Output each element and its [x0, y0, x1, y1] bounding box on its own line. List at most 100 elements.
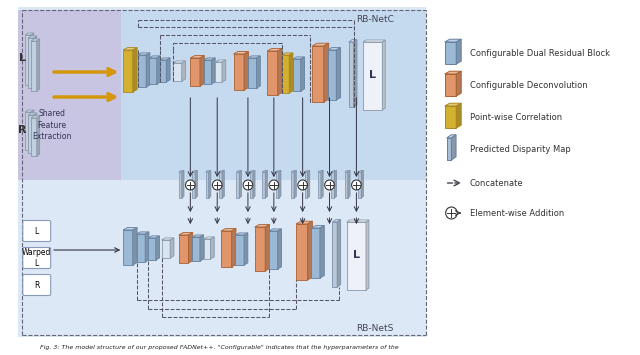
Polygon shape	[161, 238, 174, 240]
Bar	[17, 10, 121, 180]
Polygon shape	[204, 239, 211, 259]
Polygon shape	[123, 228, 137, 230]
Text: L: L	[353, 250, 360, 260]
Polygon shape	[445, 103, 461, 106]
Polygon shape	[132, 228, 137, 265]
Text: Warped
L: Warped L	[22, 248, 51, 268]
Polygon shape	[307, 170, 310, 198]
Polygon shape	[25, 33, 34, 35]
Polygon shape	[445, 42, 456, 64]
FancyBboxPatch shape	[23, 247, 51, 268]
Polygon shape	[138, 53, 150, 55]
Polygon shape	[148, 238, 156, 260]
Polygon shape	[332, 170, 337, 172]
Polygon shape	[204, 58, 215, 60]
Polygon shape	[361, 170, 364, 198]
Text: Configurable Deconvolution: Configurable Deconvolution	[470, 81, 588, 89]
Polygon shape	[456, 39, 461, 64]
Polygon shape	[363, 42, 382, 110]
Polygon shape	[278, 49, 282, 95]
Polygon shape	[265, 225, 269, 271]
Text: L: L	[35, 226, 39, 235]
Polygon shape	[173, 63, 182, 81]
Polygon shape	[200, 235, 204, 261]
Polygon shape	[445, 106, 456, 128]
Polygon shape	[145, 232, 149, 262]
Polygon shape	[28, 113, 36, 115]
Polygon shape	[25, 110, 34, 112]
Polygon shape	[192, 235, 204, 237]
Polygon shape	[296, 224, 307, 280]
Text: L: L	[19, 53, 26, 63]
Polygon shape	[291, 170, 296, 172]
Polygon shape	[358, 170, 364, 172]
Polygon shape	[192, 172, 195, 198]
Polygon shape	[269, 231, 278, 269]
Polygon shape	[248, 56, 260, 58]
Polygon shape	[31, 118, 36, 156]
Polygon shape	[347, 222, 366, 290]
Polygon shape	[31, 39, 40, 41]
Polygon shape	[149, 56, 161, 58]
Polygon shape	[445, 39, 461, 42]
Text: Configurable Dual Residual Block: Configurable Dual Residual Block	[470, 49, 610, 58]
Circle shape	[186, 180, 195, 190]
Polygon shape	[28, 36, 36, 38]
Polygon shape	[31, 116, 40, 118]
Polygon shape	[248, 58, 257, 88]
Polygon shape	[332, 172, 334, 198]
Polygon shape	[234, 51, 248, 54]
Polygon shape	[28, 115, 34, 153]
Polygon shape	[311, 228, 320, 278]
Polygon shape	[307, 221, 312, 280]
Polygon shape	[136, 234, 145, 262]
Polygon shape	[236, 235, 244, 265]
Polygon shape	[255, 227, 265, 271]
Polygon shape	[28, 38, 34, 88]
Polygon shape	[244, 51, 248, 90]
Polygon shape	[195, 170, 197, 198]
Polygon shape	[349, 40, 357, 42]
FancyBboxPatch shape	[23, 274, 51, 295]
Polygon shape	[222, 170, 224, 198]
Polygon shape	[269, 229, 282, 231]
Polygon shape	[276, 170, 281, 172]
Polygon shape	[34, 113, 36, 153]
Circle shape	[212, 180, 222, 190]
Polygon shape	[278, 229, 282, 269]
Polygon shape	[289, 53, 293, 93]
Polygon shape	[366, 220, 369, 290]
Polygon shape	[262, 170, 268, 172]
Polygon shape	[265, 170, 268, 198]
Polygon shape	[334, 170, 337, 198]
Text: Fig. 3: The model structure of our proposed FADNet++. "Configurable" indicates t: Fig. 3: The model structure of our propo…	[40, 344, 399, 350]
Polygon shape	[190, 55, 204, 58]
Circle shape	[298, 180, 307, 190]
Polygon shape	[293, 59, 301, 91]
Polygon shape	[456, 71, 461, 96]
Polygon shape	[312, 46, 324, 102]
Polygon shape	[123, 50, 132, 92]
Polygon shape	[328, 50, 336, 100]
Polygon shape	[318, 172, 321, 198]
Text: RB-NetS: RB-NetS	[356, 324, 394, 333]
Polygon shape	[236, 172, 239, 198]
Polygon shape	[179, 233, 193, 235]
Text: Shared
Feature
Extraction: Shared Feature Extraction	[32, 109, 71, 141]
Polygon shape	[36, 116, 40, 156]
Polygon shape	[25, 112, 31, 150]
FancyBboxPatch shape	[23, 220, 51, 241]
Polygon shape	[345, 170, 350, 172]
Text: Predicted Disparity Map: Predicted Disparity Map	[470, 144, 570, 153]
Polygon shape	[236, 170, 241, 172]
Polygon shape	[318, 170, 323, 172]
Polygon shape	[320, 225, 324, 278]
Polygon shape	[132, 48, 137, 92]
Polygon shape	[159, 60, 166, 82]
Polygon shape	[204, 237, 214, 239]
Polygon shape	[456, 103, 461, 128]
Polygon shape	[267, 49, 282, 51]
Polygon shape	[179, 235, 188, 263]
Polygon shape	[31, 110, 34, 150]
Polygon shape	[349, 42, 353, 107]
